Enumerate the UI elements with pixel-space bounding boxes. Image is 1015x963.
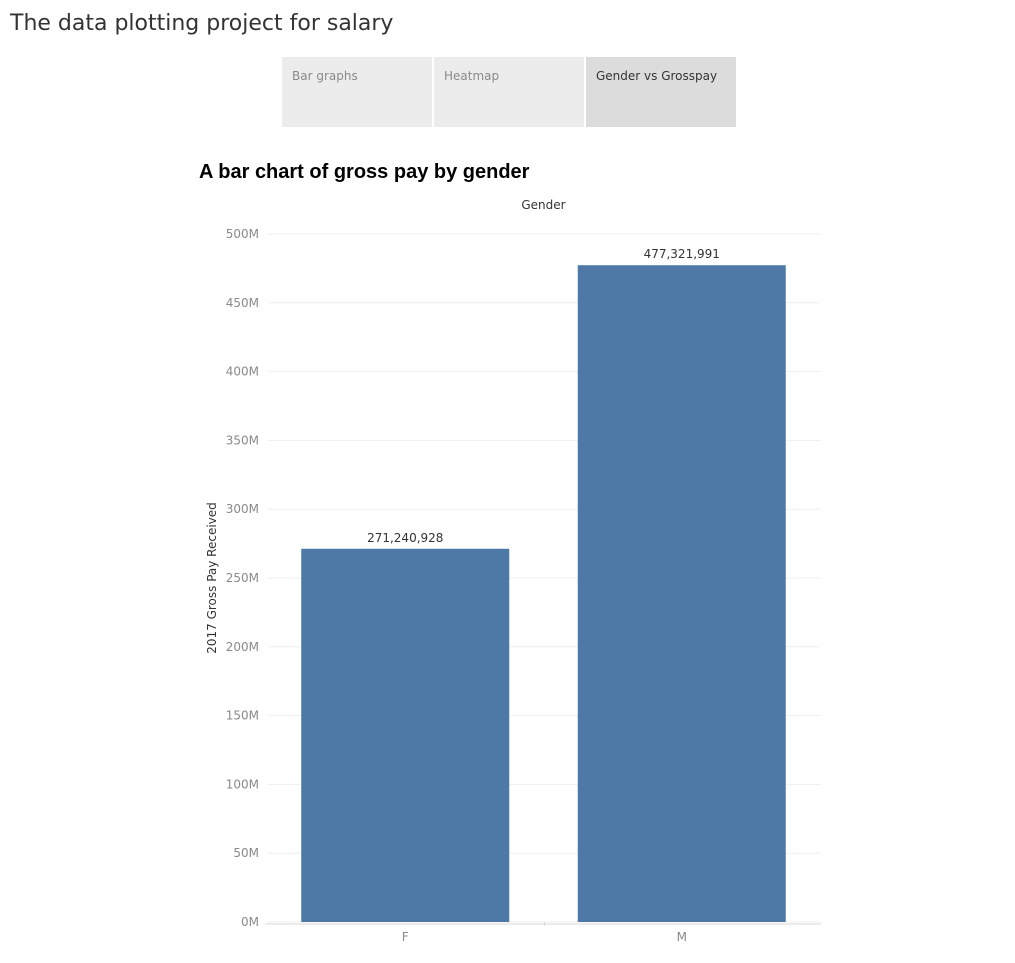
story-title: The data plotting project for salary	[10, 11, 394, 36]
y-tick-label: 450M	[226, 296, 259, 310]
tab-heatmap[interactable]: Heatmap	[434, 57, 584, 127]
y-tick-label: 150M	[226, 709, 259, 723]
y-axis-title: 2017 Gross Pay Received	[205, 502, 219, 654]
tab-gender-vs-grosspay[interactable]: Gender vs Grosspay	[586, 57, 736, 127]
chart-title: A bar chart of gross pay by gender	[199, 161, 530, 183]
y-tick-label: 100M	[226, 777, 259, 791]
y-tick-label: 50M	[233, 846, 259, 860]
y-tick-label: 300M	[226, 502, 259, 516]
x-tick-label: M	[677, 930, 687, 944]
tab-bar-graphs[interactable]: Bar graphs	[282, 57, 432, 127]
y-tick-label: 350M	[226, 433, 259, 447]
y-tick-label: 0M	[241, 915, 259, 929]
y-tick-label: 200M	[226, 640, 259, 654]
y-tick-label: 250M	[226, 571, 259, 585]
y-tick-label: 400M	[226, 365, 259, 379]
column-header: Gender	[521, 198, 565, 212]
bar-m	[577, 265, 786, 922]
data-label: 477,321,991	[644, 247, 720, 261]
y-tick-label: 500M	[226, 227, 259, 241]
data-label: 271,240,928	[367, 531, 443, 545]
x-tick-label: F	[402, 930, 409, 944]
bar-f	[301, 548, 510, 922]
